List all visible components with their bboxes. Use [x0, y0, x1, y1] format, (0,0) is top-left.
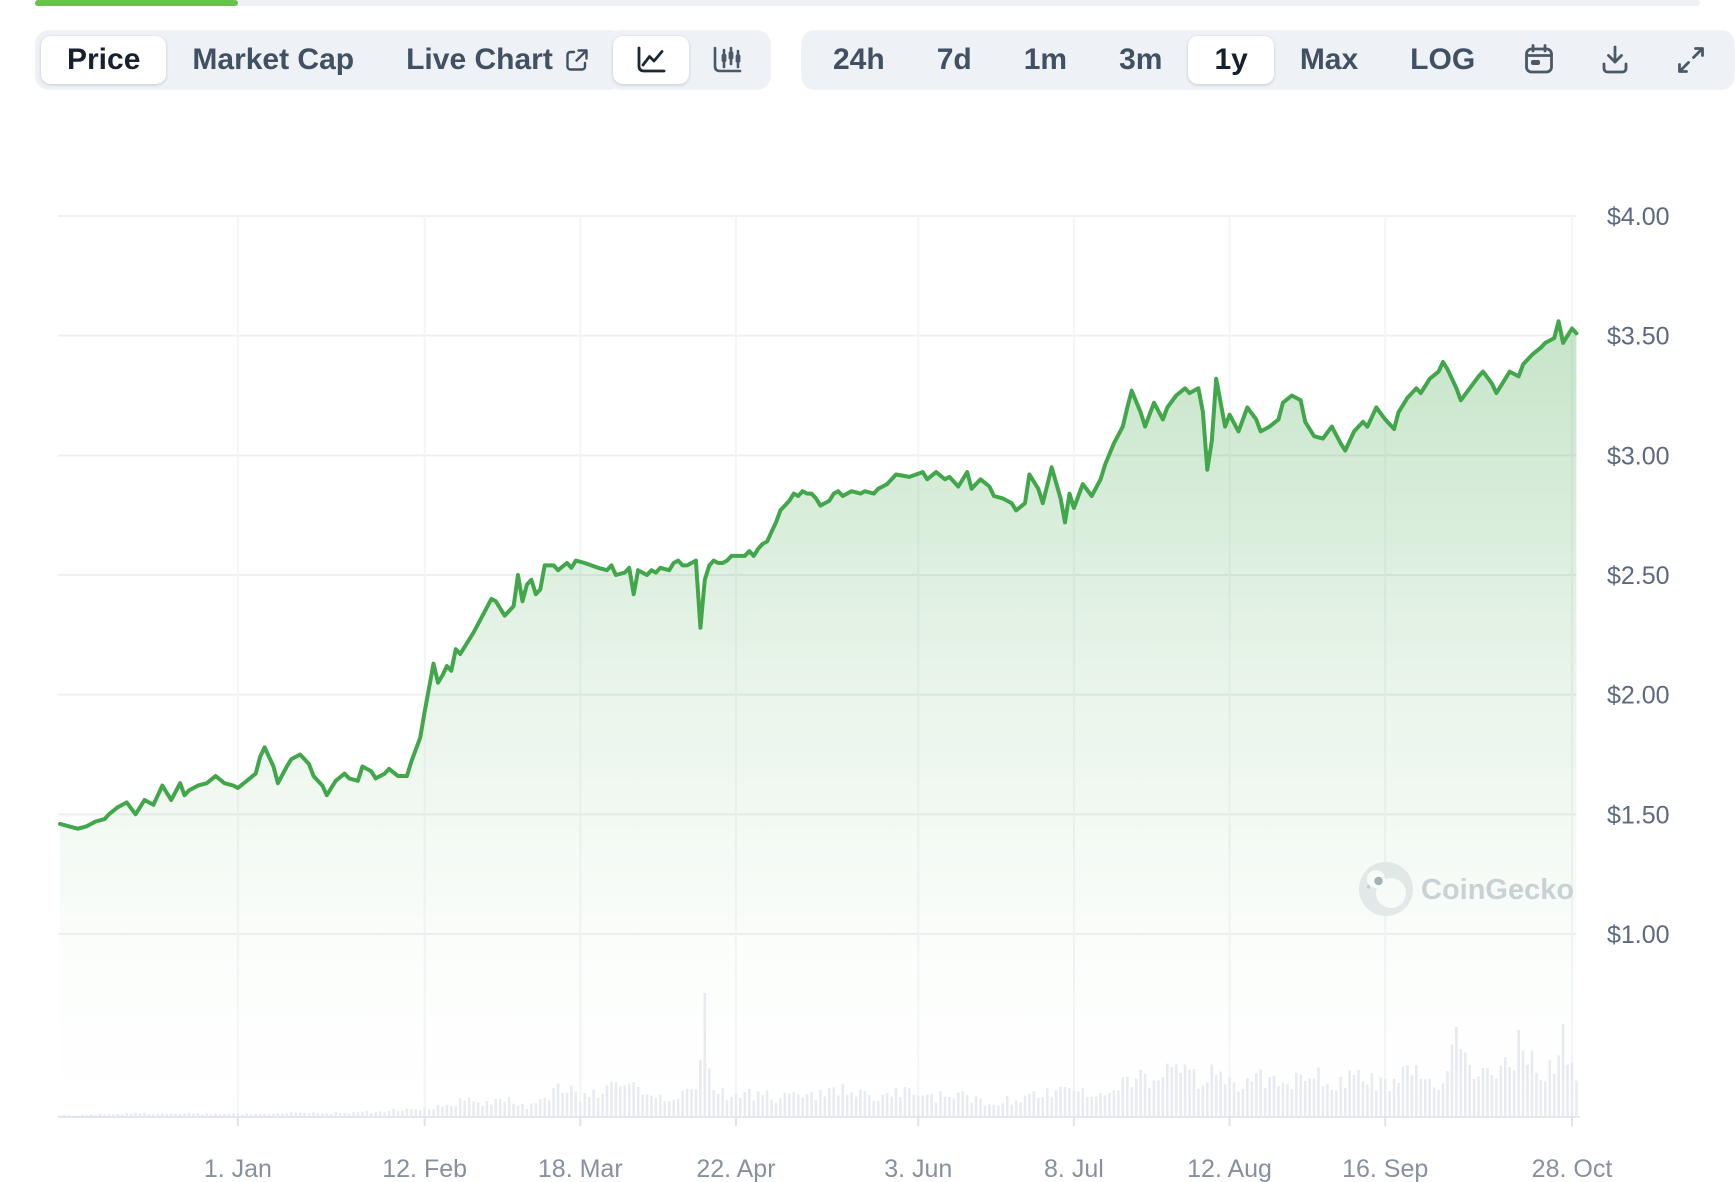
range-3m[interactable]: 3m [1093, 36, 1188, 84]
tab-price-label: Price [67, 43, 141, 76]
x-axis-label: 12. Feb [382, 1155, 467, 1182]
chart-toolbar: Price Market Cap Live Chart [0, 30, 1736, 90]
y-axis-label: $1.50 [1607, 801, 1670, 829]
x-axis-label: 3. Jun [884, 1155, 952, 1182]
tab-live-chart[interactable]: Live Chart [380, 36, 617, 84]
price-area-fill [60, 321, 1577, 1112]
download-button[interactable] [1577, 36, 1653, 84]
candlestick-toggle[interactable] [689, 36, 765, 84]
range-24h[interactable]: 24h [807, 36, 911, 84]
x-axis-label: 12. Aug [1187, 1155, 1272, 1182]
x-axis-label: 22. Apr [696, 1155, 775, 1182]
download-icon [1597, 42, 1633, 78]
range-1m-label: 1m [1023, 43, 1068, 76]
calendar-button[interactable] [1501, 36, 1577, 84]
line-chart-icon [633, 44, 669, 76]
metric-tab-group: Price Market Cap Live Chart [35, 30, 623, 90]
y-axis-label: $2.00 [1607, 682, 1670, 710]
range-24h-label: 24h [833, 43, 885, 76]
log-label: LOG [1410, 43, 1476, 76]
range-group: 24h 7d 1m 3m 1y Max LOG [801, 30, 1736, 90]
x-axis-label: 18. Mar [538, 1155, 623, 1182]
log-scale-toggle[interactable]: LOG [1384, 36, 1501, 84]
external-link-icon [563, 46, 591, 74]
range-3m-label: 3m [1119, 43, 1163, 76]
x-axis-label: 8. Jul [1044, 1155, 1104, 1182]
fullscreen-button[interactable] [1653, 36, 1729, 84]
y-axis-label: $3.50 [1607, 323, 1670, 351]
expand-icon [1673, 42, 1709, 78]
tab-market-cap[interactable]: Market Cap [166, 36, 380, 84]
candlestick-chart-icon [709, 44, 745, 76]
range-7d[interactable]: 7d [911, 36, 998, 84]
scroll-progress-track [35, 0, 1700, 6]
tab-market-cap-label: Market Cap [192, 43, 355, 76]
range-7d-label: 7d [936, 43, 972, 76]
line-chart-toggle[interactable] [613, 36, 689, 84]
tab-price[interactable]: Price [41, 36, 167, 84]
x-axis-label: 1. Jan [204, 1155, 272, 1182]
range-max-label: Max [1299, 43, 1359, 76]
scroll-progress-fill [35, 0, 238, 6]
x-axis: 1. Jan 12. Feb 18. Mar 22. Apr 3. Jun 8. Jul 1… [58, 1116, 1613, 1182]
chart-type-group [607, 30, 771, 90]
y-axis-label: $4.00 [1607, 203, 1670, 231]
y-axis-label: $1.00 [1607, 921, 1670, 949]
range-1y-label: 1y [1214, 43, 1248, 76]
x-axis-label: 28. Oct [1532, 1155, 1613, 1182]
y-axis-label: $3.00 [1607, 442, 1670, 470]
x-axis-label: 16. Sep [1342, 1155, 1428, 1182]
tab-live-chart-label: Live Chart [406, 43, 553, 76]
calendar-icon [1521, 42, 1557, 78]
range-max[interactable]: Max [1274, 36, 1384, 84]
y-axis-label: $2.50 [1607, 562, 1670, 590]
range-1m[interactable]: 1m [998, 36, 1093, 84]
price-line [58, 319, 1579, 831]
range-1y[interactable]: 1y [1188, 36, 1274, 84]
